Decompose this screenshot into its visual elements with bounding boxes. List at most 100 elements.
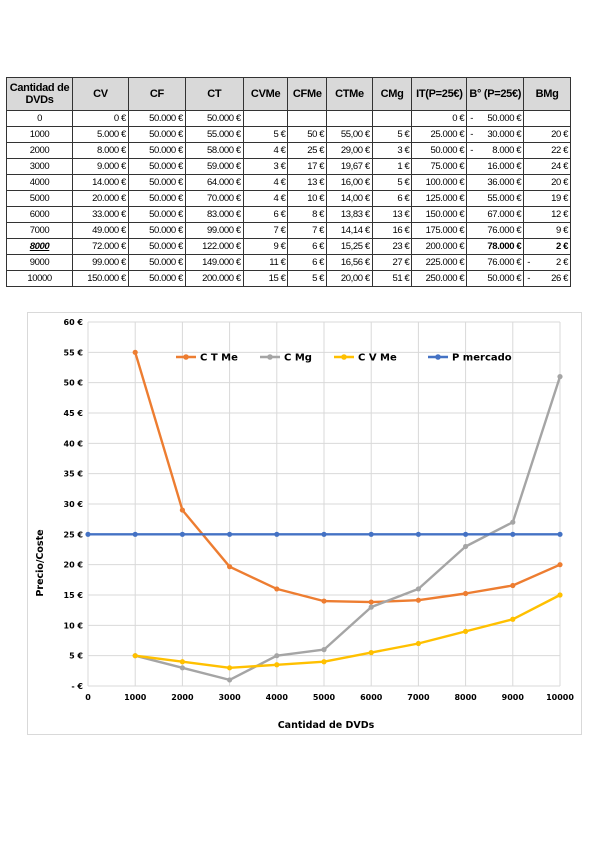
cell-cfme: 17 € [287, 158, 328, 175]
y-tick-label: 10 € [64, 621, 84, 630]
cell-cf: 50.000 € [127, 174, 186, 191]
cell-ctme: 16,56 € [326, 254, 373, 271]
cell-cantidad: 9000 [5, 254, 74, 271]
cell-it: 0 € [411, 110, 468, 127]
cell-ct: 200.000 € [184, 270, 244, 287]
table-row: 1000 5.000 €50.000 €55.000 €5 €50 €55,00 … [5, 126, 571, 143]
data-point [368, 604, 374, 610]
cell-cantidad: 2000 [5, 142, 74, 159]
negative-sign: - [470, 113, 474, 124]
cell-ctme: 29,00 € [326, 142, 373, 159]
cell-cantidad: 8000 [5, 238, 74, 255]
data-point [557, 592, 563, 598]
cell-bmg: 24 € [523, 158, 571, 175]
legend-label: C T Me [200, 353, 238, 364]
cell-bmg: 9 € [523, 222, 571, 239]
header-cv: CV [72, 77, 129, 111]
cell-beneficio: 50.000 € [466, 270, 525, 287]
y-tick-label: 60 € [64, 318, 84, 327]
data-point [463, 531, 469, 537]
cell-cv: 9.000 € [72, 158, 129, 175]
cell-cf: 50.000 € [127, 158, 186, 175]
cell-ctme: 15,25 € [326, 238, 373, 255]
x-tick-label: 10000 [546, 693, 574, 702]
table-row: 2000 8.000 €50.000 €58.000 €4 €25 €29,00 … [5, 142, 571, 159]
cell-cmg: 5 € [371, 126, 413, 143]
cell-value: 55.000 € [487, 193, 522, 204]
cell-ct: 64.000 € [184, 174, 244, 191]
chart-frame: - € 5 € 10 € 15 € 20 € 25 € 30 € 35 € 40 € 45 € 50… [27, 312, 582, 735]
axes: - € 5 € 10 € 15 € 20 € 25 € 30 € 35 € 40 € 45 € 50… [64, 318, 575, 702]
header-bmg: BMg [523, 77, 571, 111]
legend-swatch-marker [183, 354, 189, 360]
data-point [321, 659, 327, 665]
header-cfme: CFMe [287, 77, 328, 111]
cell-it: 100.000 € [411, 174, 468, 191]
cell-value: 76.000 € [487, 225, 522, 236]
data-point [132, 653, 138, 659]
cell-cf: 50.000 € [127, 126, 186, 143]
cell-ct: 50.000 € [184, 110, 244, 127]
cell-it: 225.000 € [411, 254, 468, 271]
cell-cfme: 50 € [287, 126, 328, 143]
data-point [179, 507, 185, 513]
cell-beneficio: 16.000 € [466, 158, 525, 175]
cell-ctme: 20,00 € [326, 270, 373, 287]
cell-cf: 50.000 € [127, 190, 186, 207]
cell-cfme: 7 € [287, 222, 328, 239]
cell-ct: 149.000 € [184, 254, 244, 271]
cell-ct: 70.000 € [184, 190, 244, 207]
cell-beneficio: 36.000 € [466, 174, 525, 191]
cell-value: 76.000 € [487, 257, 522, 268]
cell-ctme: 55,00 € [326, 126, 373, 143]
data-point [179, 531, 185, 537]
cell-cmg: 3 € [371, 142, 413, 159]
header-cmg: CMg [371, 77, 413, 111]
data-point [227, 564, 233, 570]
y-axis-title: Precio/Coste [35, 529, 46, 596]
negative-sign: - [470, 129, 474, 140]
cell-value: 24 € [551, 161, 568, 172]
cell-cantidad: 5000 [5, 190, 74, 207]
cell-cantidad: 0 [5, 110, 74, 127]
cell-it: 250.000 € [411, 270, 468, 287]
negative-sign: - [527, 273, 530, 284]
cell-ctme: 14,14 € [326, 222, 373, 239]
data-point [415, 586, 421, 592]
cell-value: 36.000 € [487, 177, 522, 188]
x-tick-label: 1000 [124, 693, 147, 702]
cell-cantidad: 1000 [5, 126, 74, 143]
cell-value: 19 € [551, 193, 568, 204]
table-header-row: Cantidad de DVDs CV CF CT CVMe CFMe CTMe… [5, 77, 571, 111]
data-point [321, 598, 327, 604]
cell-beneficio: 76.000 € [466, 254, 525, 271]
data-point [85, 531, 91, 537]
cell-beneficio: - 50.000 € [466, 110, 525, 127]
cell-beneficio: 76.000 € [466, 222, 525, 239]
x-axis-title: Cantidad de DVDs [278, 720, 375, 731]
cell-cmg: 27 € [371, 254, 413, 271]
cell-cantidad: 6000 [5, 206, 74, 223]
data-point [368, 599, 374, 605]
cell-cv: 49.000 € [72, 222, 129, 239]
cell-cmg [371, 110, 413, 127]
cell-bmg [523, 110, 571, 127]
data-point [368, 531, 374, 537]
cell-it: 175.000 € [411, 222, 468, 239]
negative-sign: - [470, 145, 474, 156]
cell-value: 20 € [551, 177, 568, 188]
data-point [179, 659, 185, 665]
y-tick-label: 50 € [64, 379, 84, 388]
legend: C T Me C Mg C V Me P mercado [176, 353, 512, 364]
data-point [510, 519, 516, 525]
cell-ct: 58.000 € [184, 142, 244, 159]
header-ctme: CTMe [326, 77, 373, 111]
cell-cfme: 8 € [287, 206, 328, 223]
cell-cfme: 5 € [287, 270, 328, 287]
cell-cfme: 6 € [287, 254, 328, 271]
x-tick-label: 9000 [502, 693, 525, 702]
legend-swatch-marker [435, 354, 441, 360]
table-row: 9000 99.000 €50.000 €149.000 €11 €6 €16,5… [5, 254, 571, 271]
cell-cfme: 13 € [287, 174, 328, 191]
y-tick-label: 25 € [64, 530, 84, 539]
